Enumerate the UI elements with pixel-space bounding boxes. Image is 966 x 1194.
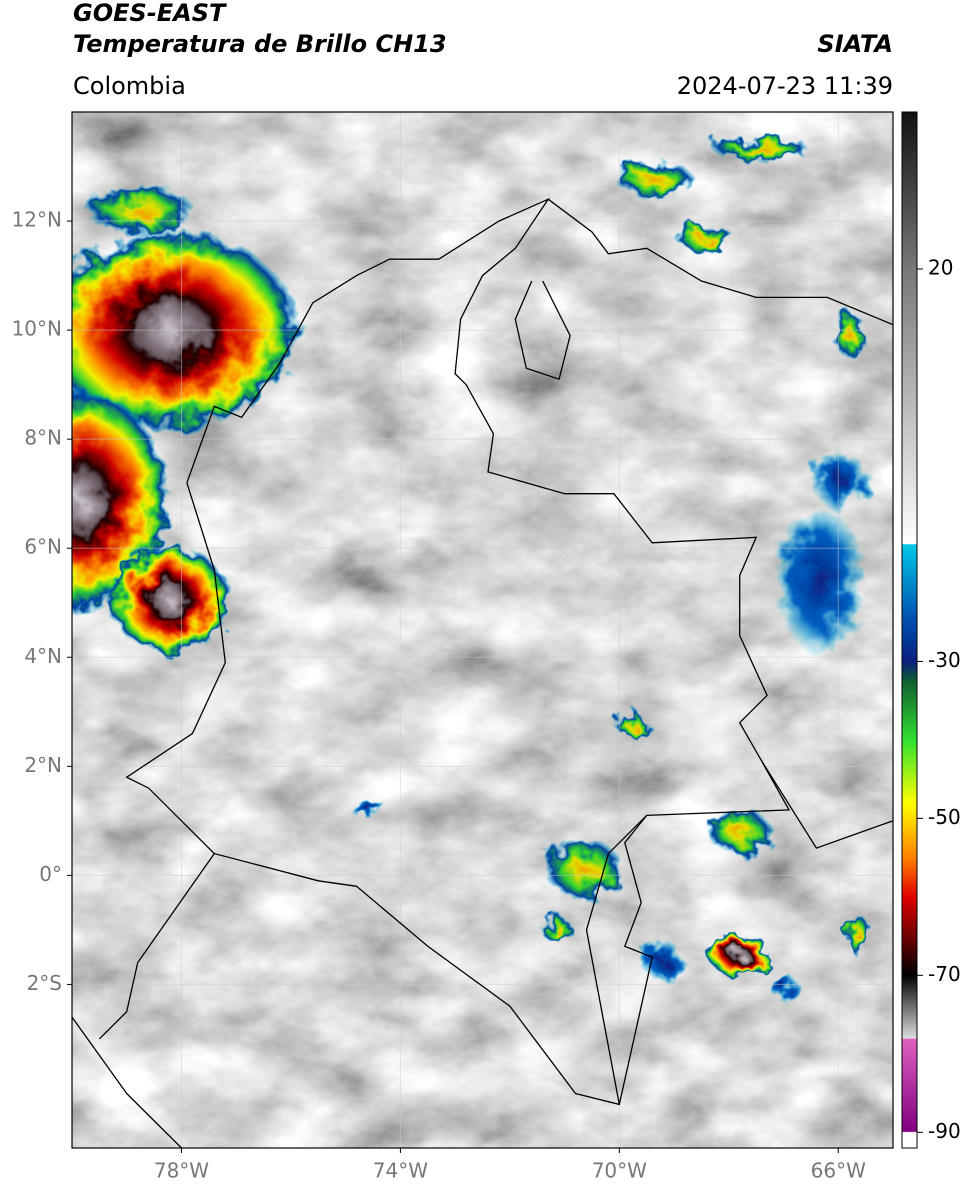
cell xyxy=(617,710,647,740)
border xyxy=(98,853,215,1040)
cell xyxy=(545,840,625,900)
cell xyxy=(846,913,870,957)
colorbar-tick-label: -70 xyxy=(928,962,961,986)
cell xyxy=(85,185,195,235)
borders xyxy=(72,197,893,1148)
storm xyxy=(110,545,230,655)
y-tick-label: 8°N xyxy=(24,426,62,450)
cell xyxy=(832,313,868,357)
x-tick-label: 66°W xyxy=(811,1159,866,1183)
region: Colombia xyxy=(73,72,186,100)
border xyxy=(72,1016,182,1148)
border xyxy=(585,814,648,1105)
cell xyxy=(710,136,810,160)
border xyxy=(761,760,893,849)
brand: SIATA xyxy=(817,30,893,58)
colorbar-tick-label: -50 xyxy=(928,805,961,829)
y-tick-label: 10°N xyxy=(12,317,62,341)
title: GOES-EAST xyxy=(73,0,227,27)
cold-cloud xyxy=(775,505,865,655)
cold-cloud xyxy=(770,975,800,1001)
datetime: 2024-07-23 11:39 xyxy=(677,72,893,100)
colorbar xyxy=(901,111,918,1149)
cell xyxy=(615,160,695,200)
y-tick-label: 0° xyxy=(39,862,62,886)
colorbar-tick-label: -90 xyxy=(928,1119,961,1143)
x-tick-label: 70°W xyxy=(592,1159,647,1183)
subtitle: Temperatura de Brillo CH13 xyxy=(73,30,447,58)
colorbar-tick-label: -30 xyxy=(928,648,961,672)
x-tick-label: 78°W xyxy=(154,1159,209,1183)
y-tick-label: 12°N xyxy=(12,208,62,232)
colorbar-tick-label: 20 xyxy=(928,255,953,279)
cold-cloud xyxy=(350,802,390,818)
map-image xyxy=(72,112,893,1148)
y-tick-label: 4°N xyxy=(24,644,62,668)
grid xyxy=(72,112,893,1148)
border xyxy=(125,197,791,1106)
map-frame xyxy=(71,111,894,1149)
storm xyxy=(708,933,772,977)
cell xyxy=(675,224,735,252)
border xyxy=(514,280,571,381)
y-tick-label: 2°S xyxy=(27,971,62,995)
cell xyxy=(540,913,570,943)
y-tick-label: 6°N xyxy=(24,535,62,559)
border xyxy=(547,198,893,326)
cold-cloud xyxy=(640,940,684,980)
cell xyxy=(708,808,772,856)
x-tick-label: 74°W xyxy=(373,1159,428,1183)
y-tick-label: 2°N xyxy=(24,753,62,777)
cold-cloud xyxy=(812,450,868,510)
